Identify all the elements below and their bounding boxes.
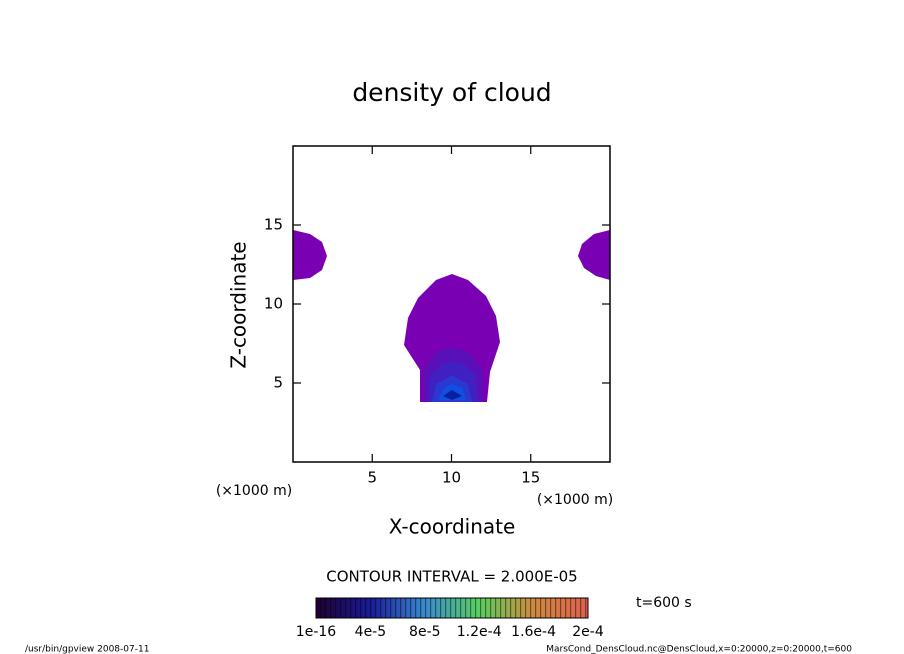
- contour-fills: [293, 230, 610, 402]
- colorbar-tick-label: 1e-16: [296, 624, 336, 640]
- colorbar-tick-label: 4e-5: [355, 624, 386, 640]
- x-tick-label: 5: [367, 469, 377, 487]
- time-label: t=600 s: [636, 595, 692, 611]
- y-tick-label: 5: [273, 374, 283, 392]
- contour-fill: [293, 230, 327, 280]
- x-tick-label: 15: [521, 469, 540, 487]
- footer-right: MarsCond_DensCloud.nc@DensCloud,x=0:2000…: [546, 645, 852, 654]
- y-unit: (×1000 m): [216, 483, 292, 499]
- contour-fill: [443, 390, 462, 400]
- colorbar-tick-label: 2e-4: [572, 624, 604, 640]
- contour-interval: CONTOUR INTERVAL = 2.000E-05: [326, 568, 577, 586]
- x-unit: (×1000 m): [537, 492, 613, 508]
- y-axis-label: Z-coordinate: [227, 241, 251, 368]
- x-axis-label: X-coordinate: [389, 515, 516, 539]
- contour-fill: [578, 230, 610, 280]
- colorbar-tick-label: 1.6e-4: [511, 624, 556, 640]
- footer-left: /usr/bin/gpview 2008-07-11: [25, 645, 149, 654]
- colorbar-tick-label: 1.2e-4: [457, 624, 502, 640]
- y-tick-label: 10: [264, 295, 283, 313]
- colorbar-frame: [315, 597, 589, 619]
- x-tick-label: 10: [442, 469, 461, 487]
- y-tick-label: 15: [264, 216, 283, 234]
- colorbar-tick-label: 8e-5: [409, 624, 440, 640]
- chart-title: density of cloud: [352, 78, 551, 107]
